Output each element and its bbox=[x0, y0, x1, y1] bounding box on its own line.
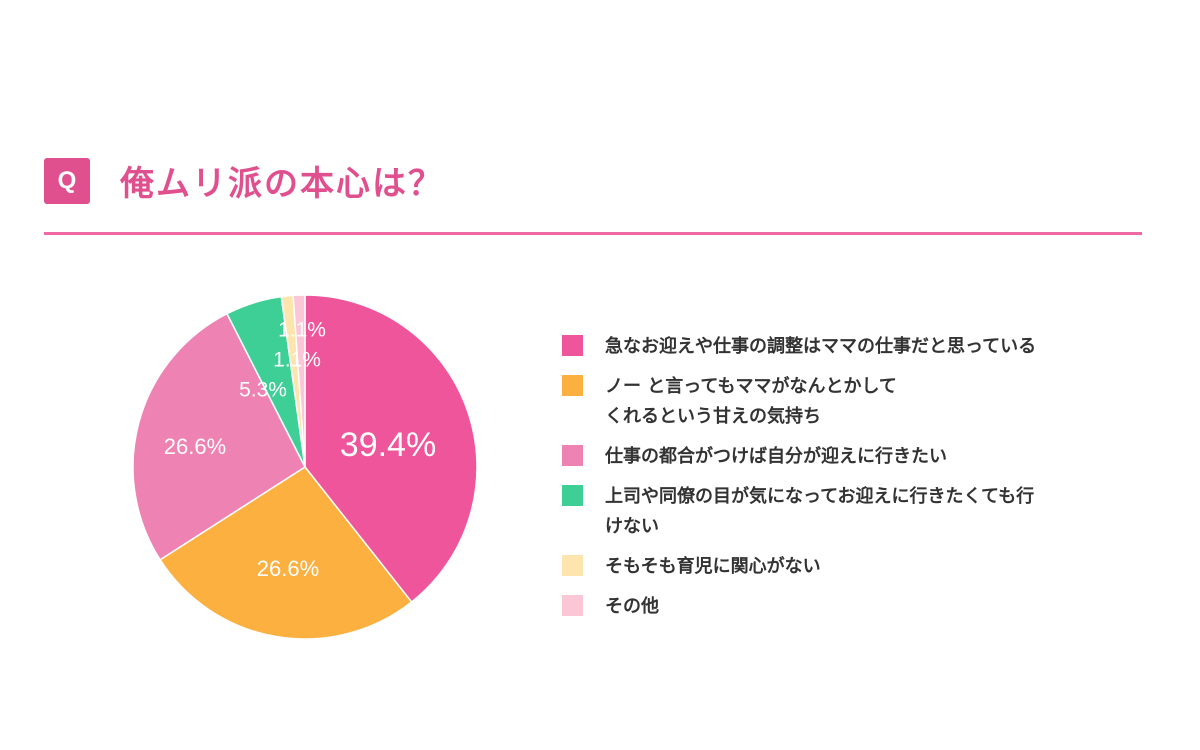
slice-value-label: 39.4% bbox=[340, 426, 436, 464]
title-divider bbox=[44, 232, 1142, 235]
page-title: 俺ムリ派の本心は？ bbox=[120, 164, 444, 204]
slice-value-label: 5.3% bbox=[239, 379, 287, 402]
legend-item: その他 bbox=[562, 592, 1122, 622]
pie-slice bbox=[159, 466, 413, 640]
legend-item: ノー と言ってもママがなんとかして くれるという甘えの気持ち bbox=[562, 372, 1122, 432]
pie-slice bbox=[132, 312, 306, 561]
pie-slice bbox=[292, 294, 306, 468]
slice-value-label: 26.6% bbox=[257, 556, 319, 581]
slice-value-label: 1.1% bbox=[278, 319, 326, 342]
pie-slice bbox=[304, 294, 478, 604]
legend-item: 急なお迎えや仕事の調整はママの仕事だと思っている bbox=[562, 332, 1122, 362]
legend-swatch bbox=[562, 485, 583, 506]
legend-label: そもそも育児に関心がない bbox=[605, 556, 821, 577]
legend-item: 仕事の都合がつけば自分が迎えに行きたい bbox=[562, 442, 1122, 472]
legend-label: ノー と言ってもママがなんとかして くれるという甘えの気持ち bbox=[605, 376, 897, 427]
legend-label: 仕事の都合がつけば自分が迎えに行きたい bbox=[605, 446, 947, 467]
legend: 急なお迎えや仕事の調整はママの仕事だと思っている ノー と言ってもママがなんとか… bbox=[562, 332, 1122, 632]
pie-chart: 39.4% 26.6% 26.6% 5.3% 1.1% 1.1% bbox=[132, 294, 478, 640]
slice-value-label: 1.1% bbox=[273, 349, 321, 372]
legend-item: 上司や同僚の目が気になってお迎えに行きたくても行 けない bbox=[562, 482, 1122, 542]
legend-label: 急なお迎えや仕事の調整はママの仕事だと思っている bbox=[605, 336, 1037, 357]
legend-swatch bbox=[562, 335, 583, 356]
legend-swatch bbox=[562, 595, 583, 616]
legend-label: その他 bbox=[605, 596, 659, 617]
legend-swatch bbox=[562, 445, 583, 466]
legend-item: そもそも育児に関心がない bbox=[562, 552, 1122, 582]
question-badge: Q bbox=[44, 158, 90, 204]
slice-value-label: 26.6% bbox=[164, 434, 226, 459]
legend-label: 上司や同僚の目が気になってお迎えに行きたくても行 けない bbox=[605, 486, 1035, 537]
legend-swatch bbox=[562, 375, 583, 396]
legend-swatch bbox=[562, 555, 583, 576]
